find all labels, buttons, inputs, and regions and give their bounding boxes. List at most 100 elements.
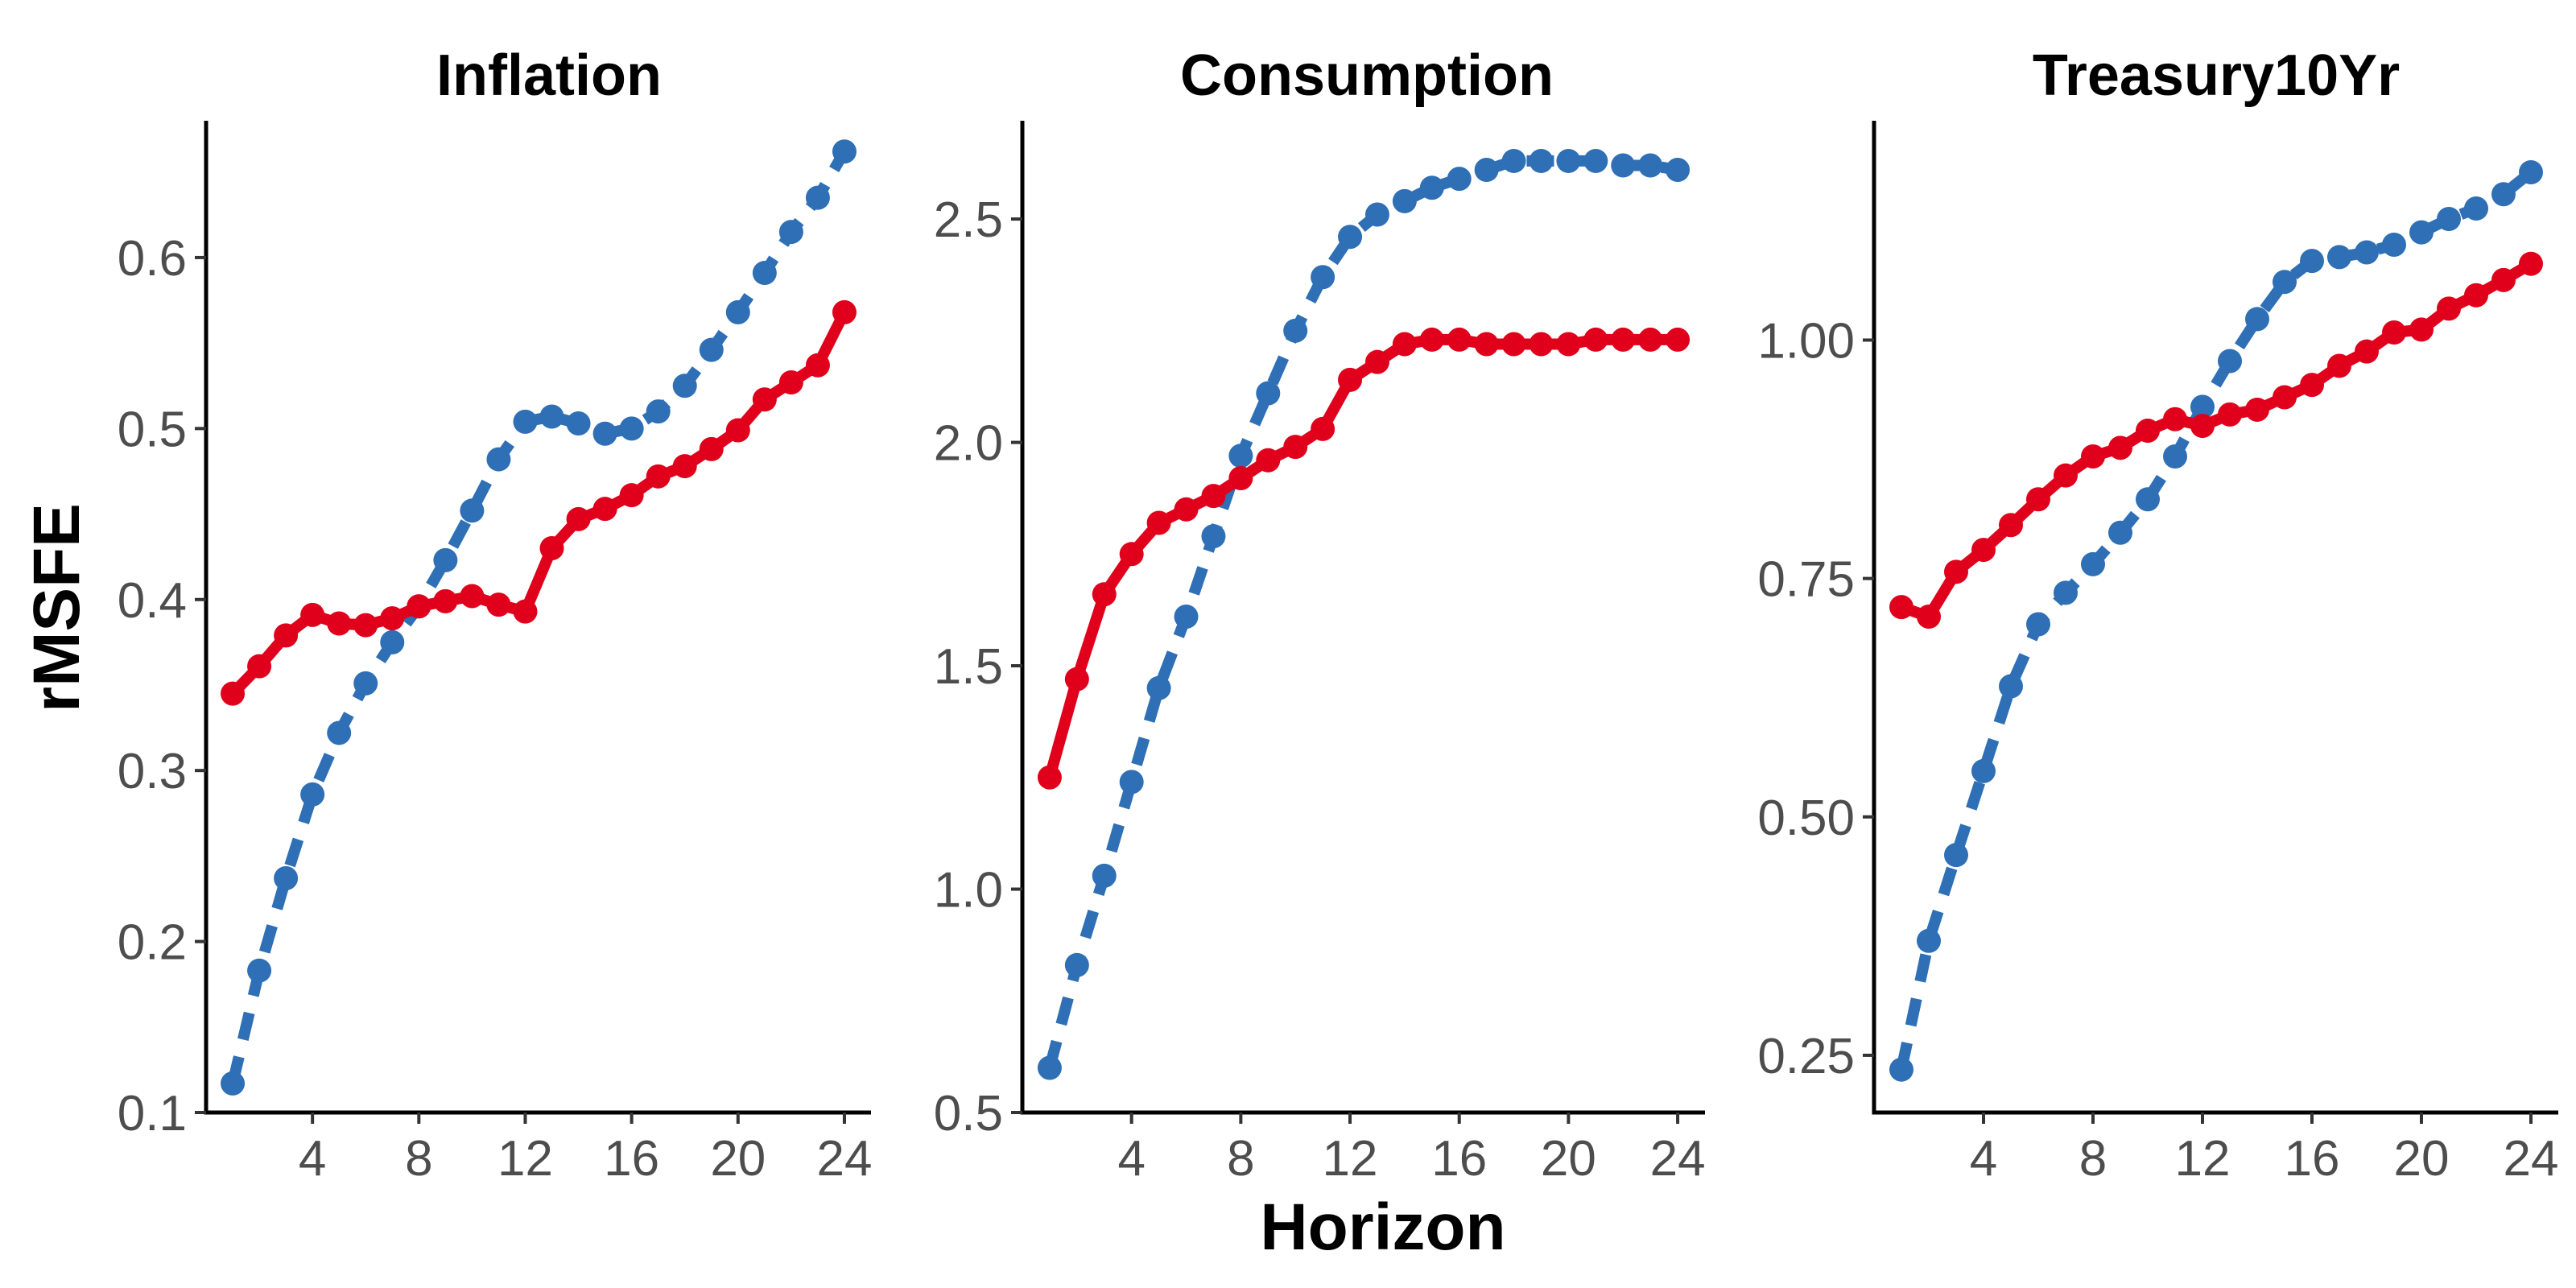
series-red-solid xyxy=(1889,251,2543,629)
series-line xyxy=(1896,258,2537,622)
data-point xyxy=(1556,148,1581,173)
data-point xyxy=(300,602,325,627)
data-point xyxy=(274,865,299,890)
data-point xyxy=(1064,952,1089,977)
data-point xyxy=(592,497,617,522)
data-point xyxy=(725,418,750,443)
data-point xyxy=(300,782,325,807)
y-tick-label: 0.5 xyxy=(118,402,187,457)
data-point xyxy=(2081,551,2105,576)
data-point xyxy=(2300,373,2324,398)
y-tick-label: 0.6 xyxy=(118,231,187,287)
data-point xyxy=(221,681,246,706)
x-tick-label: 20 xyxy=(2394,1131,2450,1187)
x-tick-label: 8 xyxy=(1227,1131,1254,1187)
data-point xyxy=(2409,220,2434,245)
data-point xyxy=(2273,270,2297,295)
data-point xyxy=(1999,513,2023,538)
data-point xyxy=(1146,510,1171,535)
x-tick-label: 24 xyxy=(2504,1131,2559,1187)
panel-title: Consumption xyxy=(1180,43,1554,108)
series-line xyxy=(1896,167,2535,1071)
data-point xyxy=(2163,444,2187,469)
series-blue-dashed xyxy=(1889,159,2543,1082)
x-tick-label: 4 xyxy=(1970,1131,1997,1187)
data-point xyxy=(1311,265,1335,290)
x-tick-label: 8 xyxy=(405,1131,432,1187)
x-tick-label: 12 xyxy=(2175,1131,2231,1187)
data-point xyxy=(2355,240,2379,265)
data-point xyxy=(2300,249,2324,274)
data-point xyxy=(327,611,352,636)
y-tick-label: 1.00 xyxy=(1757,313,1855,369)
data-point xyxy=(1092,863,1117,888)
data-point xyxy=(619,416,644,441)
data-point xyxy=(1364,202,1389,227)
data-point xyxy=(1501,332,1526,357)
x-tick-label: 20 xyxy=(1541,1131,1596,1187)
y-tick-label: 0.1 xyxy=(118,1086,187,1141)
data-point xyxy=(2218,349,2242,374)
data-point xyxy=(353,613,378,638)
y-tick-label: 0.3 xyxy=(118,744,187,799)
data-point xyxy=(1944,843,1968,868)
data-point xyxy=(1611,327,1636,352)
data-point xyxy=(619,483,644,508)
y-tick-label: 0.4 xyxy=(118,573,187,629)
data-point xyxy=(2273,385,2297,410)
data-point xyxy=(2190,414,2215,439)
data-point xyxy=(513,409,538,434)
data-point xyxy=(2519,251,2543,276)
data-point xyxy=(2163,407,2187,431)
data-point xyxy=(1201,484,1226,509)
data-point xyxy=(1174,497,1199,522)
panel-title: Treasury10Yr xyxy=(2033,43,2400,108)
data-point xyxy=(699,436,724,461)
data-point xyxy=(1666,158,1690,183)
data-point xyxy=(274,623,299,648)
data-point xyxy=(2327,245,2351,270)
x-tick-label: 16 xyxy=(1431,1131,1487,1187)
x-tick-label: 12 xyxy=(1323,1131,1378,1187)
data-point xyxy=(380,630,405,654)
y-tick-label: 2.5 xyxy=(934,192,1003,248)
data-point xyxy=(460,584,485,609)
data-point xyxy=(1037,765,1062,790)
data-point xyxy=(2437,296,2461,321)
y-tick-label: 2.0 xyxy=(934,416,1003,472)
facet-panels: Inflation 0.1 0.2 0.3 0.4 0.5 0.6 4 8 12 16 20 24 Con… xyxy=(118,43,2559,1187)
data-point xyxy=(2136,487,2160,512)
data-point xyxy=(1917,605,1941,629)
data-point xyxy=(2327,353,2351,378)
data-point xyxy=(1311,416,1335,441)
x-tick-label: 8 xyxy=(2079,1131,2107,1187)
panel-title: Inflation xyxy=(436,43,662,108)
series-red-solid xyxy=(221,299,857,706)
y-tick-label: 1.0 xyxy=(934,863,1003,919)
data-point xyxy=(2464,196,2488,221)
data-point xyxy=(1889,595,1913,620)
data-point xyxy=(2519,159,2543,184)
y-tick-label: 0.2 xyxy=(118,915,187,971)
data-point xyxy=(646,464,671,489)
data-point xyxy=(221,1071,246,1096)
data-point xyxy=(1392,188,1417,213)
data-point xyxy=(1474,332,1499,357)
data-point xyxy=(1228,444,1253,469)
data-point xyxy=(486,447,511,472)
data-point xyxy=(247,654,272,679)
x-tick-label: 20 xyxy=(710,1131,766,1187)
data-point xyxy=(1917,928,1941,953)
data-point xyxy=(2245,397,2269,422)
y-tick-label: 0.25 xyxy=(1757,1029,1855,1084)
data-point xyxy=(433,588,458,613)
data-point xyxy=(2136,419,2160,443)
data-point xyxy=(1638,327,1663,352)
data-point xyxy=(1092,582,1117,607)
data-point xyxy=(2108,436,2132,460)
data-point xyxy=(2245,307,2269,332)
data-point xyxy=(1146,675,1171,700)
data-point xyxy=(2464,283,2488,308)
y-tick-label: 1.5 xyxy=(934,639,1003,695)
data-point xyxy=(327,720,352,745)
